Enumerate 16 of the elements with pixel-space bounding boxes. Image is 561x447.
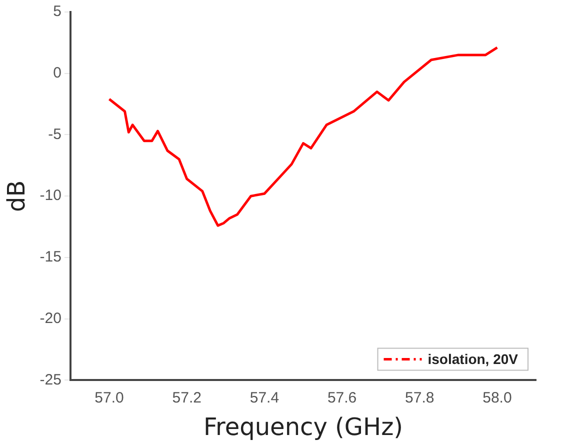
x-tick-label: 58.0 — [482, 389, 512, 406]
y-tick-label: -15 — [40, 248, 62, 266]
y-tick-label: -5 — [48, 126, 62, 143]
y-tick-label: 5 — [53, 3, 62, 20]
x-tick-label: 57.8 — [405, 389, 434, 406]
y-tick-label: -25 — [40, 371, 62, 388]
legend-label: isolation, 20V — [428, 351, 519, 368]
y-tick-label: -10 — [40, 187, 62, 204]
x-tick-label: 57.2 — [172, 389, 202, 406]
y-tick-label: 0 — [53, 64, 62, 82]
x-tick-label: 57.4 — [250, 389, 280, 406]
y-tick-label: -20 — [40, 310, 62, 327]
x-tick-label: 57.6 — [327, 389, 357, 406]
y-axis-title: dB — [2, 180, 31, 212]
x-tick-label: 57.0 — [94, 389, 124, 406]
x-axis-title: Frequency (GHz) — [203, 412, 404, 441]
